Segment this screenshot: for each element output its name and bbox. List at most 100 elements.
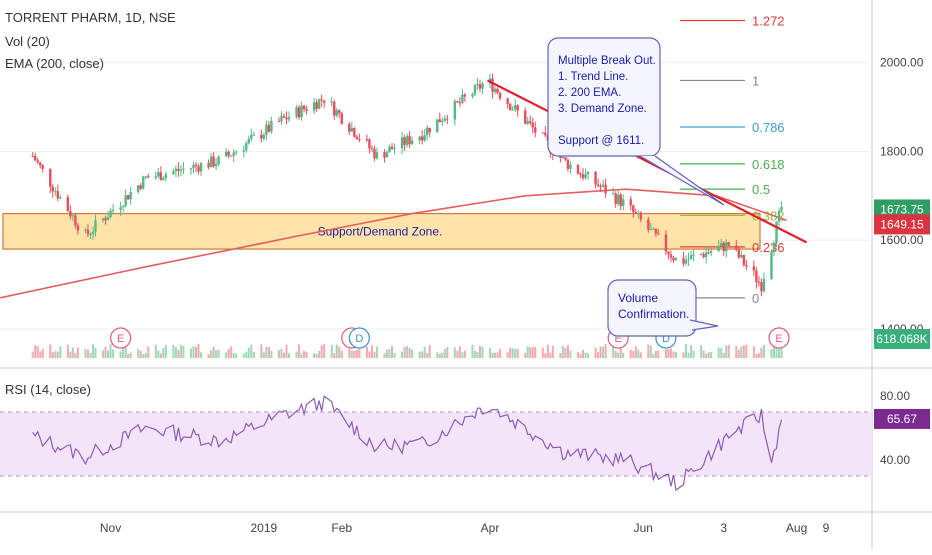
candle-body	[300, 105, 303, 118]
candle-body	[390, 146, 394, 150]
candle-body	[669, 254, 673, 258]
candle-body	[443, 118, 446, 121]
candle-body	[742, 254, 746, 266]
volume-bar	[39, 351, 42, 358]
candle-body	[89, 234, 92, 236]
volume-bar	[481, 346, 484, 358]
candle-body	[109, 210, 112, 218]
event-marker	[110, 327, 132, 349]
candle-body	[745, 265, 748, 267]
candle-body	[405, 136, 409, 145]
candle-body	[403, 137, 406, 145]
volume-bar	[614, 350, 617, 358]
candle-body	[33, 156, 37, 161]
volume-bar	[76, 347, 79, 358]
volume-bar	[36, 346, 39, 358]
volume-bar	[242, 353, 245, 358]
volume-bar	[456, 350, 459, 358]
candle-body	[164, 174, 168, 179]
candle-body	[441, 120, 444, 123]
volume-bar	[549, 352, 552, 358]
candle-body	[760, 282, 763, 292]
x-tick-label: 9	[823, 521, 830, 535]
x-tick-label: 2019	[251, 521, 278, 535]
volume-bar	[760, 347, 763, 358]
candle-body	[59, 197, 62, 199]
volume-bar	[463, 350, 466, 358]
candle-body	[584, 174, 587, 179]
candle-body	[129, 191, 132, 200]
candle-body	[777, 210, 781, 222]
volume-bar	[594, 347, 597, 358]
candle-body	[667, 251, 670, 255]
volume-bar	[597, 352, 600, 358]
volume-bar	[564, 347, 567, 358]
candle-body	[66, 197, 70, 212]
volume-bar	[262, 352, 265, 358]
volume-bar	[112, 349, 115, 358]
candle-body	[717, 246, 720, 252]
candle-body	[214, 164, 218, 167]
volume-note-pointer	[689, 319, 719, 331]
candle-body	[684, 260, 688, 264]
candle-body	[194, 164, 198, 167]
volume-bar	[107, 350, 110, 358]
fib-level-label: 0.5	[752, 182, 770, 197]
volume-bar	[285, 344, 288, 358]
candle-body	[74, 215, 77, 226]
volume-bar	[514, 348, 517, 358]
volume-bar	[172, 345, 175, 358]
fib-level-label: 0.786	[752, 120, 785, 135]
volume-bar	[762, 344, 765, 358]
volume-bar	[473, 350, 476, 358]
candle-body	[619, 194, 622, 206]
volume-bar	[423, 346, 426, 358]
volume-bar	[602, 346, 605, 358]
candle-body	[388, 146, 391, 153]
volume-bar	[441, 352, 444, 358]
volume-bar	[496, 352, 499, 358]
rsi-value-tag: 65.67	[887, 412, 917, 426]
x-tick-label: Aug	[786, 521, 807, 535]
volume-bar	[690, 345, 693, 358]
volume-bar	[403, 347, 406, 358]
candle-body	[159, 172, 163, 181]
candle-body	[355, 136, 359, 140]
volume-bar	[333, 353, 336, 358]
volume-bar	[742, 345, 745, 358]
volume-bar	[411, 349, 414, 358]
candle-body	[541, 132, 545, 134]
candle-body	[177, 168, 180, 171]
candle-body	[209, 156, 213, 168]
volume-bar	[179, 344, 182, 358]
rsi-value-tag-bg	[874, 408, 930, 429]
candle-body	[247, 138, 250, 144]
event-label: E	[615, 333, 622, 345]
candle-body	[295, 107, 298, 118]
volume-bar	[127, 353, 130, 358]
candle-body	[649, 229, 653, 231]
volume-bar	[350, 350, 353, 358]
candle-body	[632, 205, 635, 213]
candle-body	[601, 184, 605, 187]
volume-bar	[230, 346, 233, 358]
volume-bar	[182, 345, 185, 358]
volume-bar	[406, 346, 409, 358]
volume-bar	[428, 345, 431, 358]
volume-bar	[639, 352, 642, 358]
volume-bar	[66, 344, 69, 358]
rsi-tick-label: 80.00	[880, 389, 910, 403]
candle-body	[772, 242, 776, 252]
volume-bar	[227, 348, 230, 358]
candle-body	[647, 219, 650, 230]
event-marker	[768, 327, 790, 349]
candle-body	[86, 229, 90, 235]
candle-body	[674, 258, 678, 261]
volume-bar	[69, 351, 72, 358]
candle-body	[420, 136, 424, 141]
fib-level-label: 0.236	[752, 240, 785, 255]
volume-bar	[174, 347, 177, 358]
volume-bar	[561, 345, 564, 358]
breakout-note-box	[547, 37, 661, 157]
